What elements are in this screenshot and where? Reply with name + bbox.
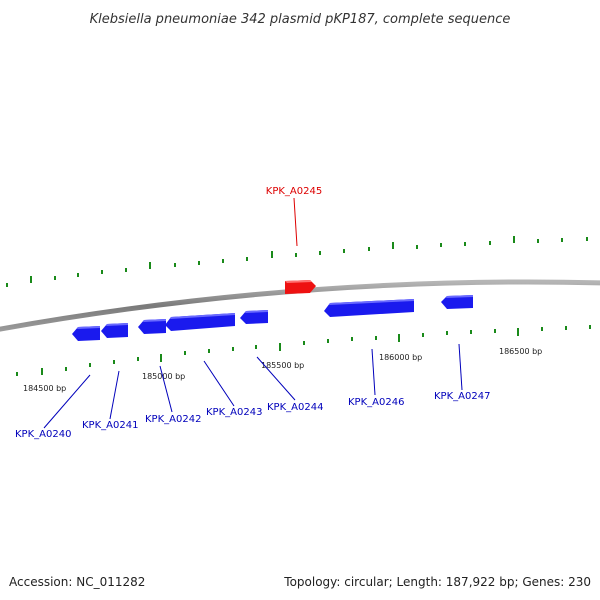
position-labels: 184500 bp 185000 bp 185500 bp 186000 bp … — [23, 347, 542, 393]
gene-arrow-kpk-a0243[interactable] — [165, 313, 235, 331]
summary-text: Topology: circular; Length: 187,922 bp; … — [283, 575, 591, 589]
gene-arrow-kpk-a0245[interactable] — [285, 280, 316, 294]
accession-text: Accession: NC_011282 — [9, 575, 145, 589]
gene-label-kpk-a0245[interactable]: KPK_A0245 — [266, 186, 322, 197]
leader-lines — [43, 197, 463, 429]
map-title: Klebsiella pneumoniae 342 plasmid pKP187… — [90, 12, 511, 27]
gene-arrow-kpk-a0241[interactable] — [101, 323, 128, 338]
gene-arrow-kpk-a0242[interactable] — [138, 319, 166, 334]
lower-tick-track — [16, 325, 591, 376]
position-label: 186500 bp — [499, 347, 542, 356]
upper-tick-track — [6, 236, 588, 287]
position-label: 185500 bp — [261, 361, 304, 370]
gene-label-kpk-a0243[interactable]: KPK_A0243 — [206, 407, 262, 418]
gene-label-kpk-a0240[interactable]: KPK_A0240 — [15, 429, 71, 440]
gene-label-kpk-a0244[interactable]: KPK_A0244 — [267, 402, 323, 413]
gene-arrow-kpk-a0246[interactable] — [324, 299, 414, 317]
position-label: 186000 bp — [379, 353, 422, 362]
gene-labels: KPK_A0245 KPK_A0240 KPK_A0241 KPK_A0242 … — [15, 186, 490, 440]
gene-arrow-kpk-a0240[interactable] — [72, 326, 100, 341]
gene-label-kpk-a0246[interactable]: KPK_A0246 — [348, 397, 404, 408]
gene-arrow-kpk-a0247[interactable] — [441, 295, 473, 309]
position-label: 185000 bp — [142, 372, 185, 381]
gene-label-kpk-a0247[interactable]: KPK_A0247 — [434, 391, 490, 402]
gene-arrow-kpk-a0244[interactable] — [240, 310, 268, 324]
gene-label-kpk-a0241[interactable]: KPK_A0241 — [82, 420, 138, 431]
gene-label-kpk-a0242[interactable]: KPK_A0242 — [145, 414, 201, 425]
position-label: 184500 bp — [23, 384, 66, 393]
gene-arrows — [72, 280, 473, 341]
